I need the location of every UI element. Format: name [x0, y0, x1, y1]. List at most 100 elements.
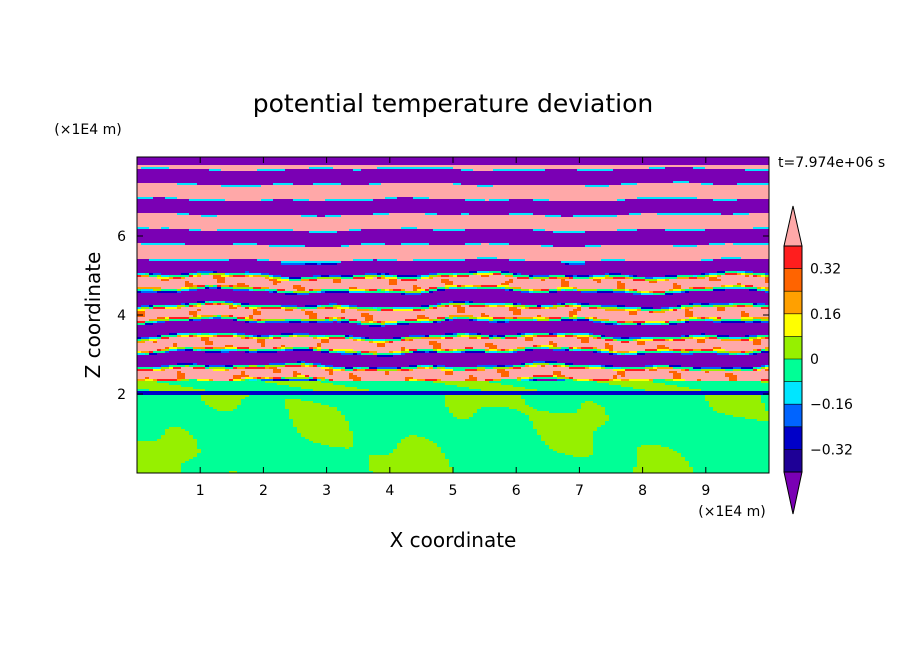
field-cell — [749, 159, 753, 161]
field-cell — [621, 175, 625, 177]
field-cell — [333, 165, 337, 167]
field-cell — [177, 181, 181, 183]
field-cell — [693, 203, 697, 205]
field-cell — [661, 159, 665, 161]
field-cell — [201, 165, 205, 167]
field-cell — [305, 181, 309, 183]
field-cell — [261, 173, 265, 175]
field-cell — [365, 189, 369, 191]
field-cell — [209, 187, 213, 189]
field-cell — [385, 219, 389, 221]
field-cell — [181, 193, 185, 195]
field-cell — [537, 165, 541, 167]
field-cell — [333, 199, 337, 201]
field-cell — [593, 167, 597, 169]
field-cell — [237, 185, 241, 187]
field-cell — [545, 171, 549, 173]
field-cell — [265, 209, 269, 211]
field-cell — [181, 215, 185, 217]
field-cell — [633, 205, 637, 207]
field-cell — [489, 159, 493, 161]
field-cell — [249, 217, 253, 219]
field-cell — [741, 175, 745, 177]
field-cell — [729, 191, 733, 193]
field-cell — [737, 187, 741, 189]
field-cell — [341, 179, 345, 181]
field-cell — [289, 193, 293, 195]
field-cell — [733, 177, 737, 179]
field-cell — [729, 217, 733, 219]
field-cell — [369, 185, 373, 187]
field-cell — [689, 189, 693, 191]
field-cell — [421, 205, 425, 207]
field-cell — [341, 163, 345, 165]
field-cell — [161, 193, 165, 195]
field-cell — [445, 177, 449, 179]
field-cell — [169, 209, 173, 211]
field-cell — [333, 197, 337, 199]
field-cell — [341, 193, 345, 195]
field-cell — [161, 197, 165, 199]
field-cell — [217, 215, 221, 217]
field-cell — [749, 213, 753, 215]
field-cell — [553, 173, 557, 175]
field-cell — [305, 185, 309, 187]
field-cell — [721, 177, 725, 179]
field-cell — [701, 191, 705, 193]
field-cell — [521, 161, 525, 163]
field-cell — [633, 179, 637, 181]
field-cell — [169, 177, 173, 179]
field-cell — [309, 195, 313, 197]
field-cell — [525, 175, 529, 177]
field-cell — [329, 199, 333, 201]
field-cell — [249, 171, 253, 173]
field-cell — [737, 159, 741, 161]
field-cell — [705, 165, 709, 167]
field-cell — [397, 213, 401, 215]
field-cell — [481, 201, 485, 203]
field-cell — [457, 167, 461, 169]
field-cell — [401, 199, 405, 201]
field-cell — [585, 169, 589, 171]
field-cell — [569, 205, 573, 207]
field-cell — [213, 171, 217, 173]
field-cell — [665, 173, 669, 175]
field-cell — [557, 217, 561, 219]
field-cell — [705, 179, 709, 181]
field-cell — [277, 183, 281, 185]
field-cell — [253, 167, 257, 169]
field-cell — [189, 165, 193, 167]
field-cell — [737, 211, 741, 213]
field-cell — [301, 163, 305, 165]
field-cell — [329, 217, 333, 219]
field-cell — [661, 167, 665, 169]
field-cell — [409, 199, 413, 201]
field-cell — [205, 197, 209, 199]
field-cell — [649, 215, 653, 217]
field-cell — [753, 203, 757, 205]
field-cell — [613, 183, 617, 185]
field-cell — [237, 187, 241, 189]
field-cell — [493, 173, 497, 175]
field-cell — [545, 181, 549, 183]
field-cell — [241, 195, 245, 197]
field-cell — [665, 181, 669, 183]
field-cell — [513, 169, 517, 171]
field-cell — [745, 167, 749, 169]
field-cell — [457, 159, 461, 161]
field-cell — [433, 213, 437, 215]
field-cell — [213, 175, 217, 177]
field-cell — [681, 169, 685, 171]
field-cell — [153, 201, 157, 203]
field-cell — [353, 213, 357, 215]
field-cell — [501, 189, 505, 191]
field-cell — [385, 203, 389, 205]
field-cell — [269, 167, 273, 169]
field-cell — [373, 197, 377, 199]
field-cell — [301, 167, 305, 169]
field-cell — [361, 211, 365, 213]
field-cell — [429, 179, 433, 181]
field-cell — [137, 197, 141, 199]
field-cell — [665, 167, 669, 169]
field-cell — [709, 207, 713, 209]
